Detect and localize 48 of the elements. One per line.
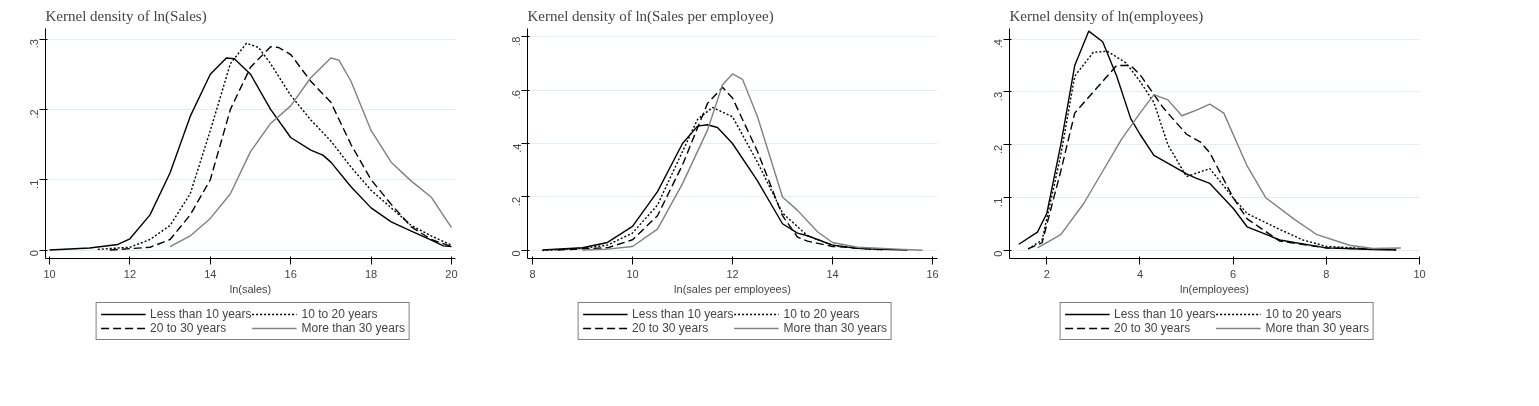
- x-tick-label: 14: [826, 267, 839, 280]
- y-tick-label: 0: [992, 250, 1005, 257]
- y-tick-label: .2: [510, 196, 523, 207]
- y-tick-label: .4: [992, 39, 1005, 49]
- legend-label: 10 to 20 years: [1265, 307, 1342, 321]
- legend-label: Less than 10 years: [150, 307, 252, 321]
- x-tick-label: 10: [626, 267, 639, 280]
- x-tick-label: 8: [1323, 267, 1330, 280]
- x-tick-label: 16: [926, 267, 939, 280]
- legend-label: More than 30 years: [301, 321, 405, 335]
- y-tick-label: .2: [28, 109, 41, 119]
- x-tick-label: 20: [445, 267, 458, 280]
- y-tick-label: 0: [510, 250, 523, 257]
- legend-label: Less than 10 years: [1114, 307, 1216, 321]
- x-tick-label: 6: [1230, 267, 1237, 280]
- y-tick-label: .6: [510, 90, 523, 100]
- x-tick-label: 10: [1413, 267, 1426, 280]
- y-tick-label: .1: [28, 179, 41, 189]
- x-tick-label: 18: [364, 267, 378, 280]
- x-tick-label: 4: [1136, 267, 1144, 280]
- y-tick-label: .4: [510, 143, 523, 153]
- x-tick-label: 12: [123, 267, 137, 280]
- x-tick-label: 16: [284, 267, 297, 280]
- y-tick-label: .3: [28, 39, 41, 49]
- legend-label: 10 to 20 years: [301, 307, 378, 321]
- legend-label: 20 to 30 years: [632, 321, 709, 335]
- legend-label: More than 30 years: [1265, 321, 1369, 335]
- legend-label: 10 to 20 years: [783, 307, 860, 321]
- x-tick-label: 8: [529, 267, 536, 280]
- legend-label: More than 30 years: [783, 321, 887, 335]
- legend-label: 20 to 30 years: [150, 321, 227, 335]
- x-tick-label: 10: [43, 267, 56, 280]
- x-tick-label: 12: [726, 267, 739, 280]
- legend-label: Less than 10 years: [632, 307, 734, 321]
- x-tick-label: 2: [1043, 267, 1050, 280]
- x-axis-title: ln(sales): [229, 282, 272, 295]
- chart-title: Kernel density of ln(Sales): [45, 7, 207, 25]
- y-tick-label: .3: [992, 91, 1005, 102]
- y-tick-label: .2: [992, 144, 1005, 154]
- chart-title: Kernel density of ln(employees): [1009, 7, 1204, 25]
- x-axis-title: ln(employees): [1179, 282, 1250, 295]
- y-tick-label: .8: [510, 36, 523, 46]
- x-axis-title: ln(sales per employees): [674, 282, 791, 295]
- x-tick-label: 14: [204, 267, 217, 280]
- y-tick-label: 0: [28, 250, 41, 257]
- y-tick-label: .1: [992, 197, 1005, 207]
- chart-title: Kernel density of ln(Sales per employee): [527, 7, 774, 25]
- legend-label: 20 to 30 years: [1114, 321, 1191, 335]
